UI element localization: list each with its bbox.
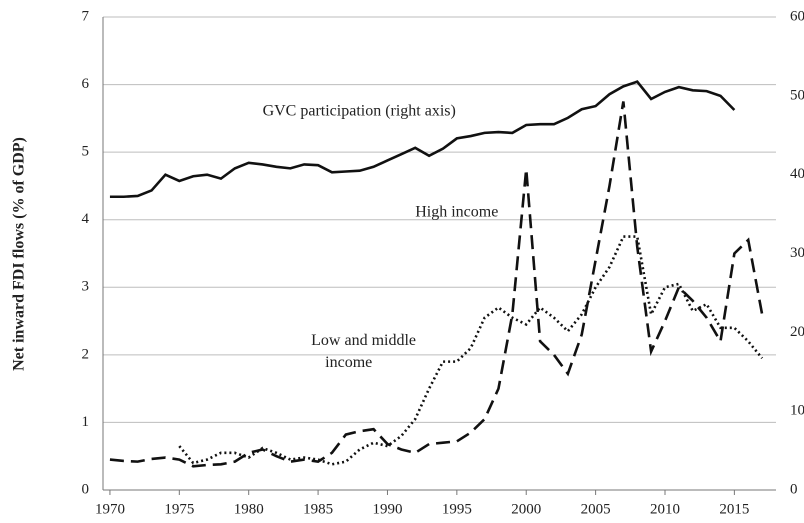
series-line bbox=[109, 101, 764, 468]
y-tick-label: 0 bbox=[82, 481, 90, 497]
x-tick-label: 2000 bbox=[511, 501, 541, 517]
x-tick-label: 1990 bbox=[372, 501, 402, 517]
x-tick-label: 2005 bbox=[581, 501, 611, 517]
y-tick-label: 2 bbox=[82, 346, 90, 362]
y-tick-label: 4 bbox=[82, 211, 90, 227]
x-tick-label: 1975 bbox=[164, 501, 194, 517]
y-tick-label: 5 bbox=[82, 144, 90, 160]
annotation: Low and middle bbox=[311, 332, 416, 349]
y2-tick-label: 10 bbox=[790, 403, 804, 419]
annotation: High income bbox=[415, 204, 498, 221]
series-line bbox=[178, 235, 764, 466]
y2-tick-label: 60 bbox=[790, 8, 804, 24]
y-tick-label: 1 bbox=[82, 414, 90, 430]
y2-tick-label: 0 bbox=[790, 481, 798, 497]
y2-tick-label: 30 bbox=[790, 245, 804, 261]
y-tick-label: 3 bbox=[82, 279, 90, 295]
x-tick-label: 2015 bbox=[719, 501, 749, 517]
x-tick-label: 1985 bbox=[303, 501, 333, 517]
series-line bbox=[109, 80, 736, 199]
y2-tick-label: 20 bbox=[790, 324, 804, 340]
annotation: GVC participation (right axis) bbox=[263, 102, 456, 119]
x-tick-label: 1970 bbox=[95, 501, 125, 517]
x-tick-label: 1995 bbox=[442, 501, 472, 517]
annotation: income bbox=[325, 354, 372, 371]
y-axis-label: Net inward FDI flows (% of GDP) bbox=[11, 137, 28, 371]
y2-tick-label: 40 bbox=[790, 166, 804, 182]
x-tick-label: 2010 bbox=[650, 501, 680, 517]
x-tick-label: 1980 bbox=[234, 501, 264, 517]
y2-tick-label: 50 bbox=[790, 87, 804, 103]
y-tick-label: 7 bbox=[82, 8, 90, 24]
y-tick-label: 6 bbox=[82, 76, 90, 92]
